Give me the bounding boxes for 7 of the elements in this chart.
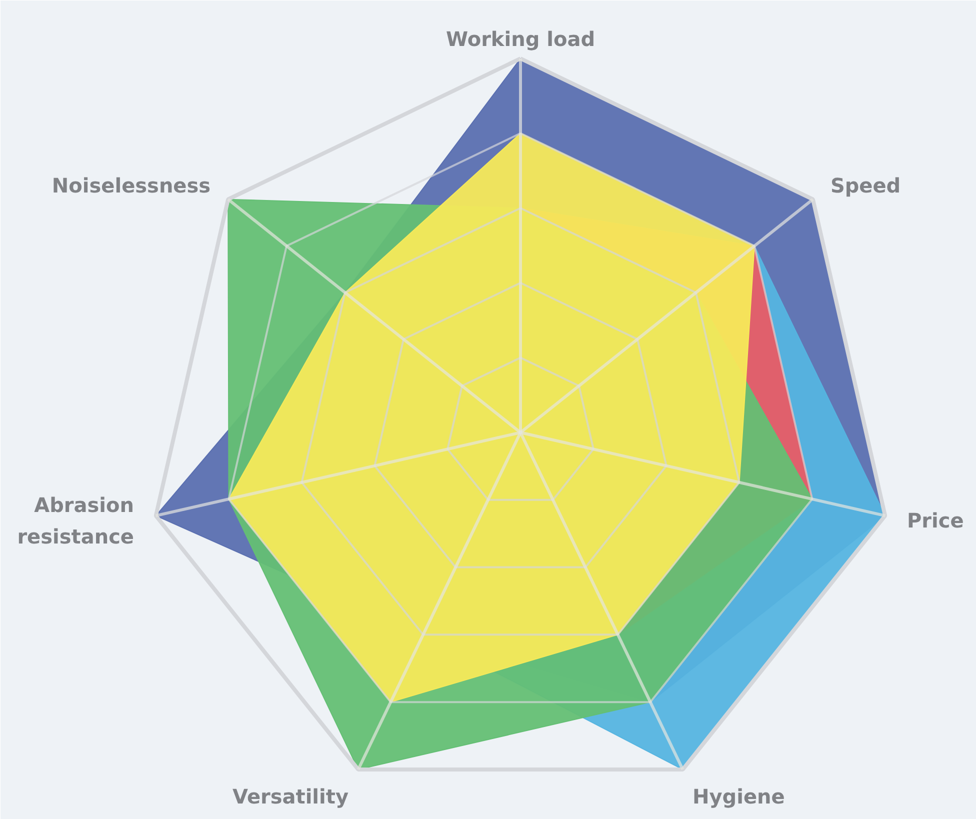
spoke-label: Noiselessness <box>52 173 211 198</box>
spoke-label: Working load <box>446 27 596 52</box>
spoke-label: Versatility <box>232 784 348 808</box>
spoke-label: Price <box>907 508 964 533</box>
spoke-label: Speed <box>830 173 901 198</box>
spoke-label: Hygiene <box>692 784 785 808</box>
spoke-label: Abrasion resistance <box>17 493 134 548</box>
